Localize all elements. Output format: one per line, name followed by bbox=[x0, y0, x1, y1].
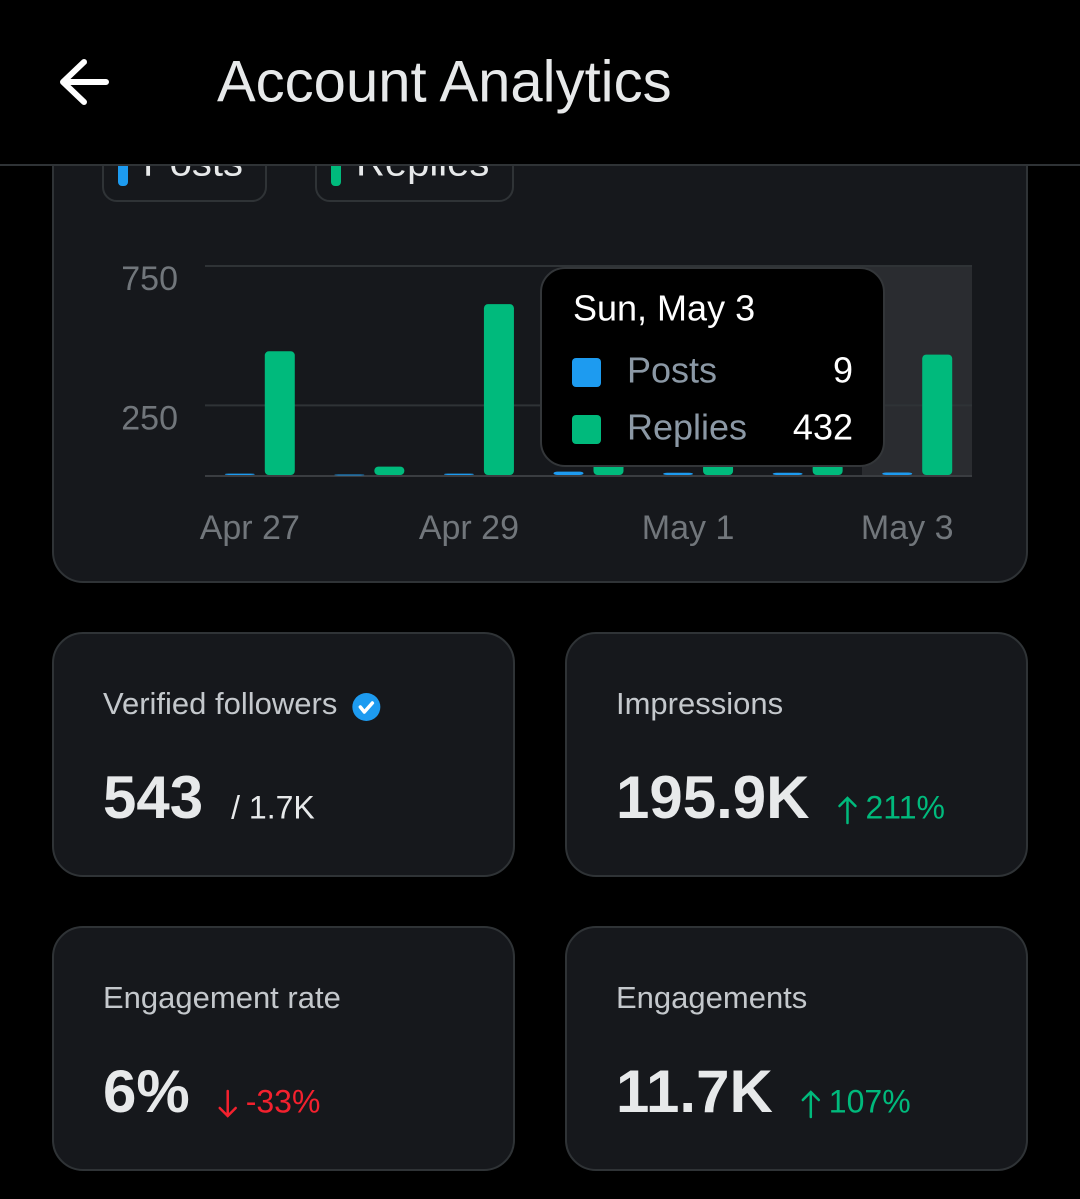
card-box bbox=[565, 632, 1028, 877]
card-label: Verified followers bbox=[103, 686, 337, 721]
card-value: 6% bbox=[103, 1058, 190, 1125]
header: Account Analytics bbox=[0, 0, 1080, 166]
card-value: 195.9K bbox=[616, 764, 809, 831]
card-label: Engagements bbox=[616, 980, 807, 1015]
tooltip-box bbox=[540, 267, 885, 467]
trend-arrow bbox=[218, 1089, 237, 1118]
tooltip-value: 9 bbox=[833, 350, 853, 391]
y-tick-label: 750 bbox=[121, 260, 178, 298]
verified-badge bbox=[352, 693, 381, 721]
bar bbox=[224, 473, 255, 475]
tooltip-title: Sun, May 3 bbox=[573, 288, 755, 329]
bar bbox=[772, 472, 803, 475]
x-tick-label: Apr 29 bbox=[419, 509, 519, 547]
bar bbox=[483, 304, 514, 475]
stat-cards: Verified followers 543 / 1.7K Impressions 19… bbox=[52, 632, 1028, 1171]
tooltip: Sun, May 3 Posts 9 Replies 432 bbox=[540, 267, 885, 467]
trend-arrow bbox=[838, 796, 857, 825]
back-button[interactable] bbox=[60, 59, 109, 105]
header-bar bbox=[0, 0, 1080, 165]
verified-check bbox=[358, 701, 375, 714]
bar bbox=[922, 354, 953, 475]
bar bbox=[374, 466, 405, 475]
stat-card: Verified followers 543 / 1.7K bbox=[52, 632, 515, 877]
card-change: -33% bbox=[246, 1083, 321, 1119]
page-title: Account Analytics bbox=[217, 49, 672, 114]
tooltip-label: Posts bbox=[627, 350, 717, 391]
x-tick-label: Apr 27 bbox=[200, 509, 300, 547]
card-change: 107% bbox=[829, 1083, 911, 1119]
y-tick-label: 250 bbox=[121, 399, 178, 437]
stat-card: Engagement rate 6% -33% bbox=[52, 926, 515, 1171]
card-box bbox=[52, 632, 515, 877]
card-value: 11.7K bbox=[616, 1058, 773, 1125]
tooltip-value: 432 bbox=[793, 407, 853, 448]
bar bbox=[334, 474, 365, 476]
bar bbox=[264, 351, 295, 475]
x-tick-label: May 3 bbox=[861, 509, 954, 547]
tooltip-label: Replies bbox=[627, 407, 747, 448]
x-tick-label: May 1 bbox=[642, 509, 735, 547]
card-total: / 1.7K bbox=[231, 789, 315, 825]
bar bbox=[443, 473, 474, 475]
tooltip-swatch bbox=[572, 415, 601, 444]
card-label: Impressions bbox=[616, 686, 783, 721]
bar bbox=[882, 472, 913, 475]
stat-card: Impressions 195.9K 211% bbox=[565, 632, 1028, 877]
card-change: 211% bbox=[865, 789, 944, 825]
card-box bbox=[565, 926, 1028, 1171]
stat-card: Engagements 11.7K 107% bbox=[565, 926, 1028, 1171]
bar bbox=[663, 472, 694, 475]
trend-arrow bbox=[801, 1090, 821, 1119]
card-label: Engagement rate bbox=[103, 980, 341, 1015]
tooltip-swatch bbox=[572, 358, 601, 387]
bar bbox=[553, 471, 584, 475]
card-box bbox=[52, 926, 515, 1171]
card-value: 543 bbox=[103, 764, 203, 831]
